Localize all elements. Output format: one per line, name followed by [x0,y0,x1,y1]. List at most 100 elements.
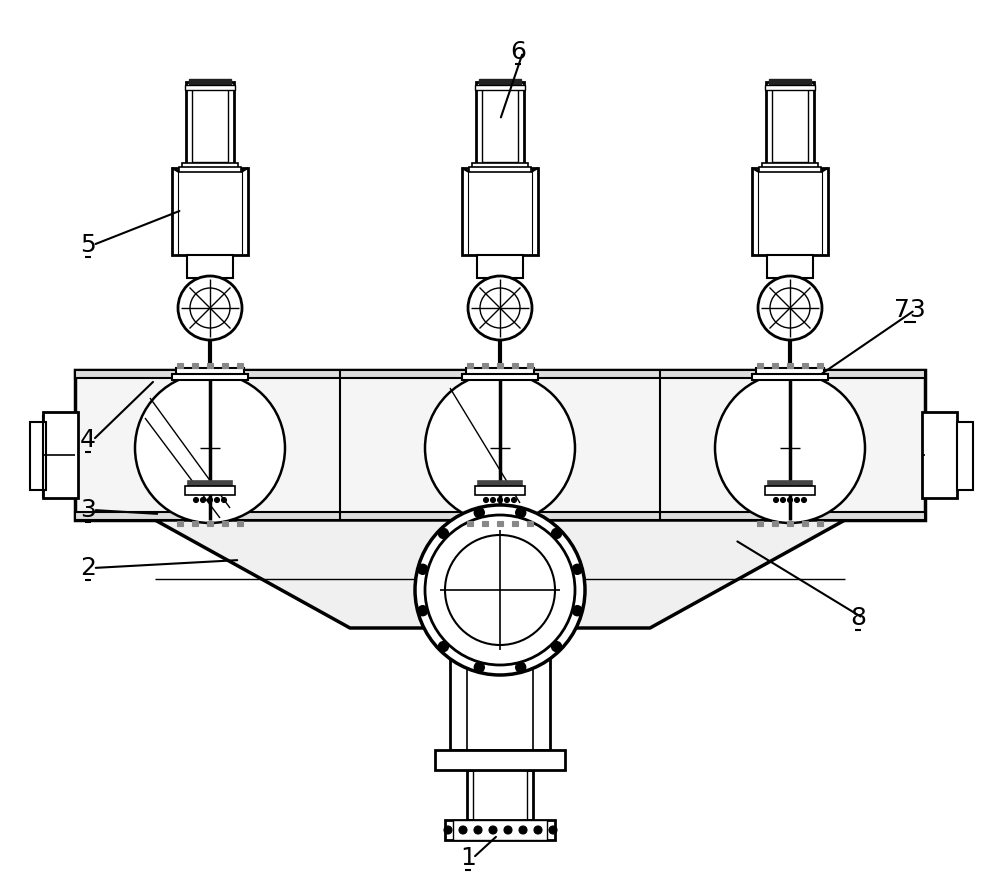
Bar [482,363,488,368]
Bar [472,163,528,168]
Bar [453,820,547,840]
Bar [172,168,248,255]
Bar [482,85,518,162]
Bar [185,486,235,495]
Circle shape [418,565,428,574]
Bar [222,363,228,368]
Bar [176,368,244,376]
Bar [768,481,812,488]
Bar [466,368,534,376]
Text: 6: 6 [510,40,526,64]
Circle shape [490,497,496,503]
Bar [752,168,828,255]
Circle shape [788,497,792,503]
Bar [769,79,811,87]
Bar [237,363,243,368]
Circle shape [572,565,582,574]
Circle shape [194,497,198,503]
Bar [478,481,522,488]
Bar [817,363,823,368]
Text: 3: 3 [80,498,96,522]
Circle shape [200,497,206,503]
Bar [177,521,183,526]
Circle shape [516,662,526,673]
Text: 1: 1 [460,846,476,870]
Bar [75,370,925,520]
Bar [757,363,763,368]
Circle shape [770,288,810,328]
Circle shape [214,497,220,503]
Circle shape [549,826,557,834]
Bar [467,770,533,820]
Circle shape [459,826,467,834]
Circle shape [489,826,497,834]
Circle shape [222,497,226,503]
Bar [473,770,527,820]
Bar [469,167,531,172]
Circle shape [774,497,778,503]
Bar [756,368,824,376]
Bar [475,486,525,495]
Bar [757,521,763,526]
Bar [186,82,234,165]
Bar [192,363,198,368]
Bar [497,363,503,368]
Circle shape [474,508,484,518]
Bar [207,363,213,368]
Bar [762,163,818,168]
Bar [475,85,525,90]
Bar [187,255,233,278]
Bar [512,521,518,526]
Circle shape [425,373,575,523]
Bar [476,82,524,165]
Bar [527,363,533,368]
Bar [207,521,213,526]
Circle shape [519,826,527,834]
Bar [467,521,473,526]
Circle shape [572,605,582,616]
Bar [772,521,778,526]
Bar [772,363,778,368]
Circle shape [794,497,800,503]
Circle shape [498,497,503,503]
Circle shape [135,373,285,523]
Bar [75,370,925,378]
Circle shape [468,276,532,340]
Bar [512,363,518,368]
Circle shape [552,642,562,651]
Bar [759,167,821,172]
Bar [192,85,228,162]
Bar [172,374,248,380]
Bar [467,363,473,368]
Bar [787,363,793,368]
Text: 8: 8 [850,606,866,630]
Circle shape [474,826,482,834]
Bar [817,521,823,526]
Bar [479,79,521,87]
Circle shape [418,605,428,616]
Bar [450,628,550,750]
Bar [957,422,973,490]
Bar [192,521,198,526]
Circle shape [516,508,526,518]
Bar [527,521,533,526]
Circle shape [758,276,822,340]
Bar [462,168,538,255]
Circle shape [444,826,452,834]
Text: 5: 5 [80,233,96,257]
Bar [189,79,231,87]
Bar [922,412,957,498]
Bar [237,521,243,526]
Bar [182,163,238,168]
Bar [467,628,533,750]
Bar [188,481,232,488]
Circle shape [445,535,555,645]
Bar [177,363,183,368]
Bar [802,363,808,368]
Bar [765,85,815,90]
Text: 2: 2 [80,556,96,580]
Bar [477,255,523,278]
Bar [752,374,828,380]
Circle shape [780,497,786,503]
Circle shape [512,497,516,503]
